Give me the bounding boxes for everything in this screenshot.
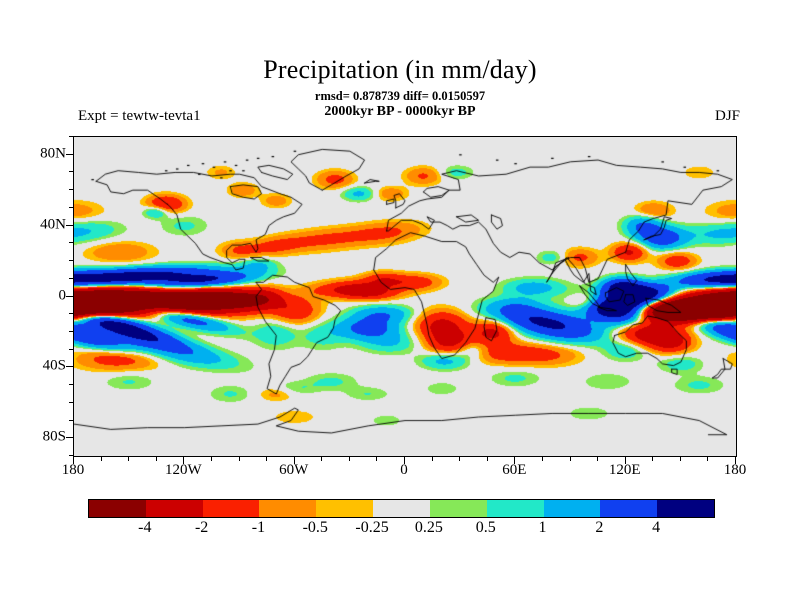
- x-tick-major: [404, 456, 405, 464]
- statistics-line: rmsd= 0.878739 diff= 0.0150597: [314, 89, 486, 103]
- x-tick-minor: [459, 456, 461, 461]
- colorbar-band-0: [89, 500, 146, 517]
- colorbar-band-3: [259, 500, 317, 517]
- colorbar-band-4: [316, 500, 374, 517]
- x-tick-label-5: 120E: [608, 462, 641, 478]
- y-tick-minor: [69, 384, 74, 386]
- x-tick-major: [73, 456, 74, 464]
- colorbar-tick-label-3: -0.5: [302, 519, 328, 536]
- colorbar-band-8: [543, 500, 601, 517]
- y-tick-major: [66, 366, 74, 368]
- x-tick-minor: [128, 456, 130, 461]
- x-tick-minor: [652, 456, 654, 461]
- y-tick-minor: [69, 277, 74, 279]
- y-tick-minor: [69, 401, 74, 403]
- y-tick-label-0: 80N: [40, 145, 66, 162]
- x-tick-minor: [348, 456, 350, 461]
- y-tick-minor: [69, 419, 74, 421]
- x-tick-minor: [266, 456, 268, 461]
- page-title: Precipitation (in mm/day): [263, 55, 537, 84]
- x-tick-major: [514, 456, 516, 464]
- y-tick-major: [66, 437, 74, 439]
- season-label: DJF: [714, 108, 740, 124]
- x-tick-minor: [321, 456, 323, 461]
- y-tick-major: [66, 153, 74, 155]
- colorbar-band-1: [145, 500, 203, 517]
- y-tick-minor: [69, 242, 74, 244]
- y-tick-minor: [69, 313, 74, 315]
- colorbar-tick-label-1: -2: [194, 519, 209, 536]
- x-tick-label-1: 120W: [164, 462, 202, 478]
- colorbar-tick-label-6: 0.5: [475, 519, 496, 536]
- x-tick-minor: [100, 456, 102, 461]
- x-tick-minor: [210, 456, 212, 461]
- x-tick-minor: [541, 456, 543, 461]
- colorbar-tick-label-2: -1: [251, 519, 266, 536]
- x-tick-minor: [569, 456, 571, 461]
- y-tick-major: [66, 295, 74, 297]
- y-tick-label-2: 0: [58, 287, 67, 303]
- x-tick-major: [624, 456, 626, 464]
- x-tick-label-0: 180: [61, 462, 85, 478]
- x-tick-minor: [597, 456, 599, 461]
- colorbar-band-2: [202, 500, 260, 517]
- x-tick-major: [293, 456, 295, 464]
- colorbar-band-9: [600, 500, 658, 517]
- colorbar-band-6: [429, 500, 487, 517]
- y-tick-minor: [69, 455, 74, 456]
- x-tick-major: [735, 456, 736, 464]
- x-tick-label-3: 0: [400, 462, 408, 478]
- y-tick-minor: [69, 136, 74, 137]
- x-tick-major: [183, 456, 185, 464]
- y-tick-minor: [69, 348, 74, 350]
- y-tick-minor: [69, 330, 74, 332]
- y-tick-label-3: 40S: [42, 357, 66, 374]
- colorbar-band-7: [486, 500, 544, 517]
- x-tick-minor: [431, 456, 433, 461]
- x-tick-minor: [486, 456, 488, 461]
- y-tick-major: [66, 224, 74, 226]
- y-tick-minor: [69, 260, 74, 262]
- colorbar-tick-label-4: -0.25: [355, 519, 389, 536]
- y-tick-label-4: 80S: [42, 428, 66, 445]
- x-tick-minor: [376, 456, 378, 461]
- colorbar-tick-label-9: 4: [652, 519, 661, 536]
- y-tick-minor: [69, 171, 74, 173]
- colorbar-tick-label-0: -4: [138, 519, 152, 536]
- colorbar-tick-label-5: 0.25: [414, 519, 443, 536]
- colorbar-tick-label-7: 1: [538, 519, 547, 536]
- x-tick-label-6: 180: [723, 462, 747, 478]
- x-tick-minor: [155, 456, 157, 461]
- x-tick-minor: [238, 456, 240, 461]
- map-plot-area: [73, 136, 737, 457]
- x-tick-minor: [707, 456, 709, 461]
- y-tick-minor: [69, 189, 74, 191]
- x-tick-minor: [679, 456, 681, 461]
- x-tick-label-4: 60E: [502, 462, 527, 478]
- x-tick-label-2: 60W: [279, 462, 309, 478]
- experiment-label: Expt = tewtw-tevta1: [78, 108, 201, 124]
- precipitation-map-canvas: [74, 137, 736, 456]
- y-tick-minor: [69, 206, 74, 208]
- colorbar-band-10: [657, 500, 714, 517]
- period-annotation: 2000kyr BP - 0000kyr BP: [324, 104, 476, 119]
- y-tick-label-1: 40N: [40, 216, 66, 233]
- colorbar: [88, 499, 715, 518]
- colorbar-tick-label-8: 2: [595, 519, 604, 536]
- colorbar-band-5: [373, 500, 430, 517]
